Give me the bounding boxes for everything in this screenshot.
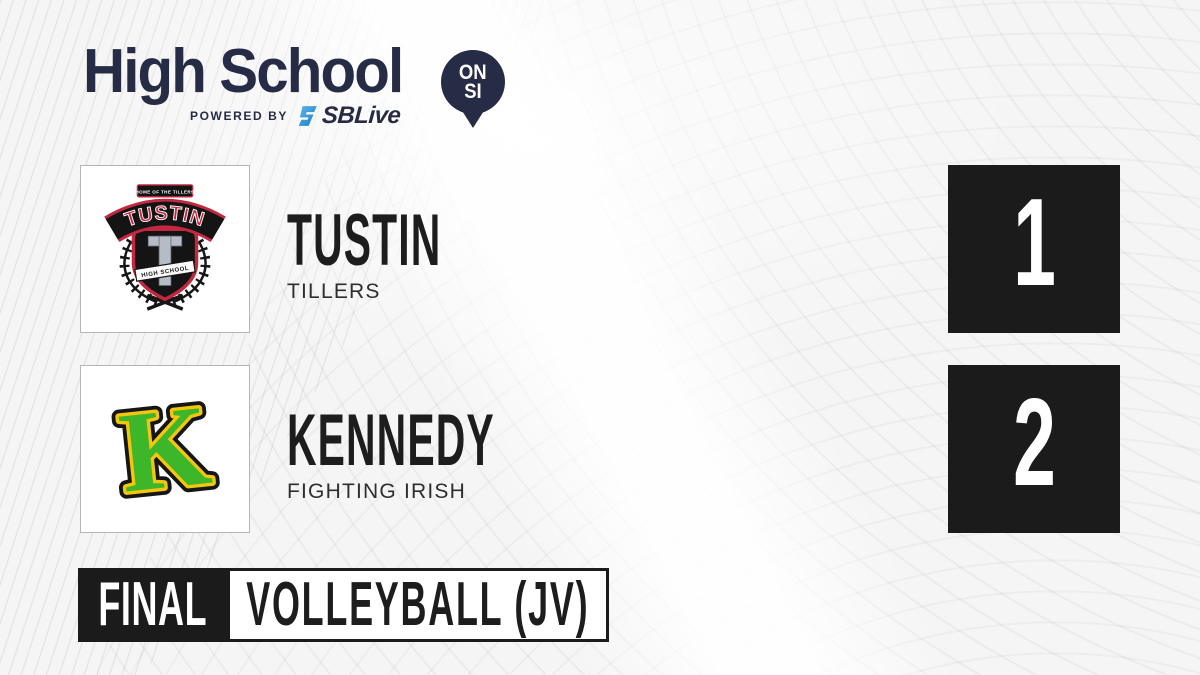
- powered-by-row: POWERED BY SBLive: [190, 102, 402, 130]
- team2-logo-box: K K: [80, 365, 250, 533]
- k-gold-green: K: [114, 382, 216, 516]
- team1-name-block: TUSTIN TILLERS: [287, 204, 887, 302]
- team1-score: 1: [1012, 174, 1056, 312]
- status-badge: FINAL: [78, 568, 227, 642]
- status-label: FINAL: [98, 570, 207, 639]
- team2-mascot: FIGHTING IRISH: [287, 480, 466, 503]
- sblive-logo: SBLive: [297, 102, 402, 130]
- team1-mascot: TILLERS: [287, 280, 381, 303]
- onsi-pin-circle: ON SI: [441, 50, 505, 114]
- crest-top-banner-text: HOME OF THE TILLERS: [136, 189, 195, 194]
- team2-score: 2: [1012, 374, 1056, 512]
- powered-by-label: POWERED BY: [190, 109, 289, 123]
- team1-logo-box: TUSTIN HOME OF THE TILLERS HIGH SCHOOL: [80, 165, 250, 333]
- pin-text-si: SI: [464, 80, 482, 103]
- team2-name: KENNEDY: [287, 400, 495, 481]
- tustin-crest-logo: TUSTIN HOME OF THE TILLERS HIGH SCHOOL: [104, 184, 226, 311]
- pin-tail: [459, 106, 487, 128]
- footer-badge: FINAL VOLLEYBALL (JV): [78, 568, 609, 642]
- team2-name-block: KENNEDY FIGHTING IRISH: [287, 404, 887, 502]
- crest-letter-t: [147, 235, 183, 286]
- event-badge: VOLLEYBALL (JV): [227, 568, 609, 642]
- team1-score-box: 1: [948, 165, 1120, 333]
- event-label: VOLLEYBALL (JV): [246, 570, 590, 639]
- brand-title: High School: [83, 37, 404, 106]
- crest-banner: [105, 201, 225, 240]
- team2-score-box: 2: [948, 365, 1120, 533]
- laurel-wreath: [119, 238, 211, 311]
- monogram-k: K K: [107, 382, 223, 516]
- kennedy-k-logo: K K: [107, 382, 223, 516]
- sblive-s-icon: [298, 106, 317, 126]
- onsi-pin-icon: ON SI: [441, 50, 505, 128]
- team1-name: TUSTIN: [287, 200, 442, 281]
- crest-top-banner: [136, 184, 194, 198]
- pin-text-on: ON: [459, 61, 487, 84]
- k-black-border: K: [114, 382, 216, 516]
- sblive-wordmark: SBLive: [321, 102, 402, 129]
